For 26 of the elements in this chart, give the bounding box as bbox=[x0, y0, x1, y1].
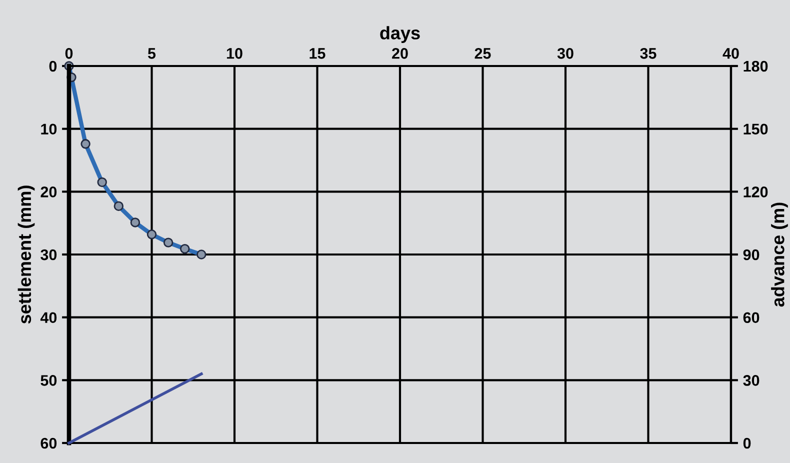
y2-tick-label: 90 bbox=[743, 249, 760, 260]
x-tick-label: 5 bbox=[148, 48, 156, 59]
y2-axis-title: advance (m) bbox=[771, 202, 788, 307]
x-tick-label: 20 bbox=[392, 48, 408, 59]
x-tick-label: 35 bbox=[640, 48, 656, 59]
x-tick-label: 40 bbox=[722, 48, 739, 59]
y2-tick-label: 60 bbox=[743, 312, 760, 324]
y-tick-label: 50 bbox=[40, 375, 57, 386]
y-tick-label: 10 bbox=[41, 124, 57, 135]
y-tick-label: 20 bbox=[40, 186, 57, 198]
x-tick-label: 0 bbox=[65, 48, 73, 59]
y2-tick-label: 120 bbox=[744, 186, 768, 198]
y2-tick-label: 150 bbox=[744, 124, 768, 135]
y-tick-label: 0 bbox=[49, 60, 57, 72]
y2-tick-label: 180 bbox=[744, 60, 768, 72]
x-tick-label: 15 bbox=[310, 48, 326, 59]
x-tick-label: 30 bbox=[557, 48, 574, 59]
x-tick-label: 10 bbox=[226, 48, 242, 59]
y2-tick-label: 30 bbox=[743, 375, 760, 386]
y-tick-label: 60 bbox=[40, 438, 57, 449]
y-tick-label: 40 bbox=[40, 312, 57, 324]
x-axis-title: days bbox=[380, 26, 420, 44]
y-tick-label: 30 bbox=[40, 249, 57, 260]
y2-tick-label: 0 bbox=[743, 438, 751, 449]
x-tick-label: 25 bbox=[474, 48, 491, 59]
y-axis-title: settlement (mm) bbox=[18, 186, 35, 324]
